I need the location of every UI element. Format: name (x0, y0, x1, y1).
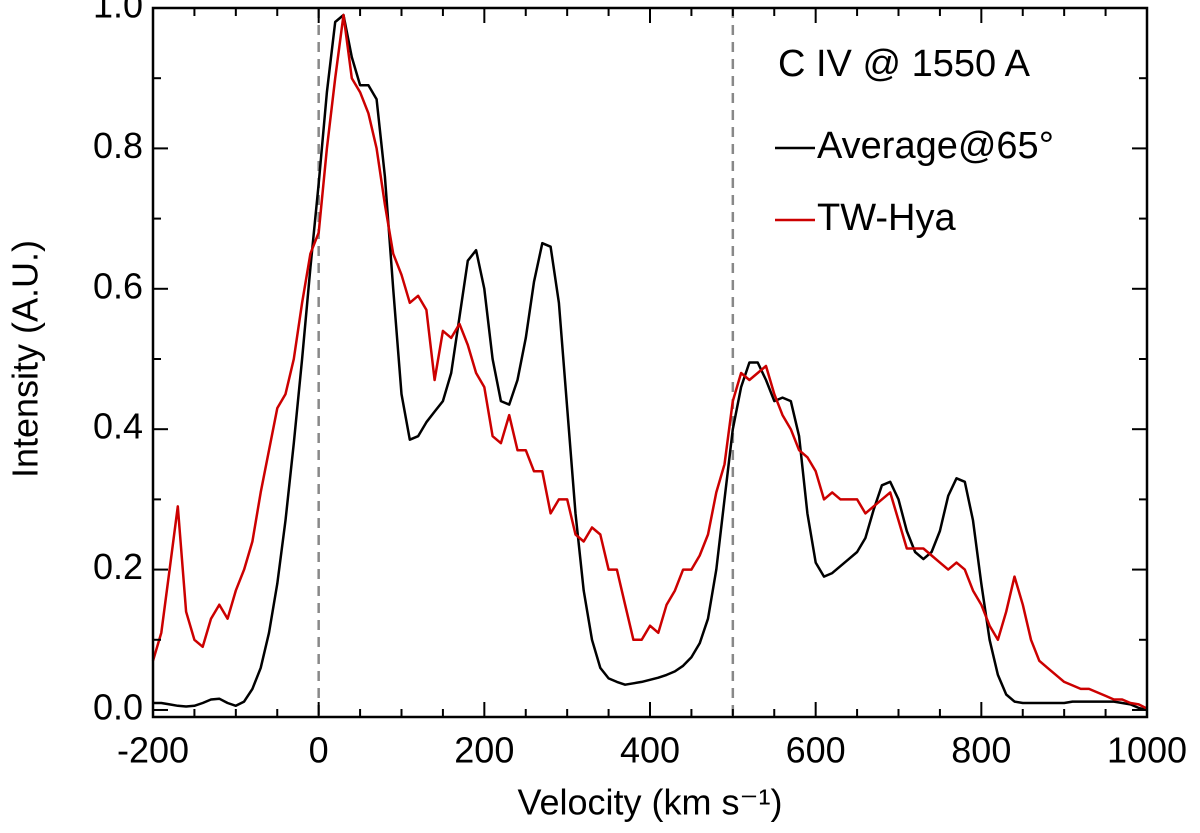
y-tick-label: 0.6 (93, 265, 143, 306)
series-line (151, 13, 1148, 710)
legend-label: TW-Hya (817, 197, 956, 239)
y-tick-label: 1.0 (93, 0, 143, 26)
legend-label: Average@65° (817, 125, 1054, 167)
x-axis-label: Velocity (km s⁻¹) (517, 782, 782, 823)
y-axis-label: Intensity (A.U.) (5, 240, 46, 478)
x-tick-label: 800 (951, 730, 1011, 771)
x-tick-label: -200 (117, 730, 189, 771)
annotation: C IV @ 1550 A (778, 43, 1031, 85)
series-line (153, 13, 1148, 712)
x-tick-label: 200 (454, 730, 514, 771)
y-tick-label: 0.0 (93, 686, 143, 727)
y-tick-label: 0.2 (93, 546, 143, 587)
y-tick-label: 0.8 (93, 125, 143, 166)
x-tick-label: 600 (786, 730, 846, 771)
x-tick-label: 400 (620, 730, 680, 771)
x-tick-label: 0 (309, 730, 329, 771)
y-tick-label: 0.4 (93, 406, 143, 447)
x-tick-label: 1000 (1107, 730, 1187, 771)
